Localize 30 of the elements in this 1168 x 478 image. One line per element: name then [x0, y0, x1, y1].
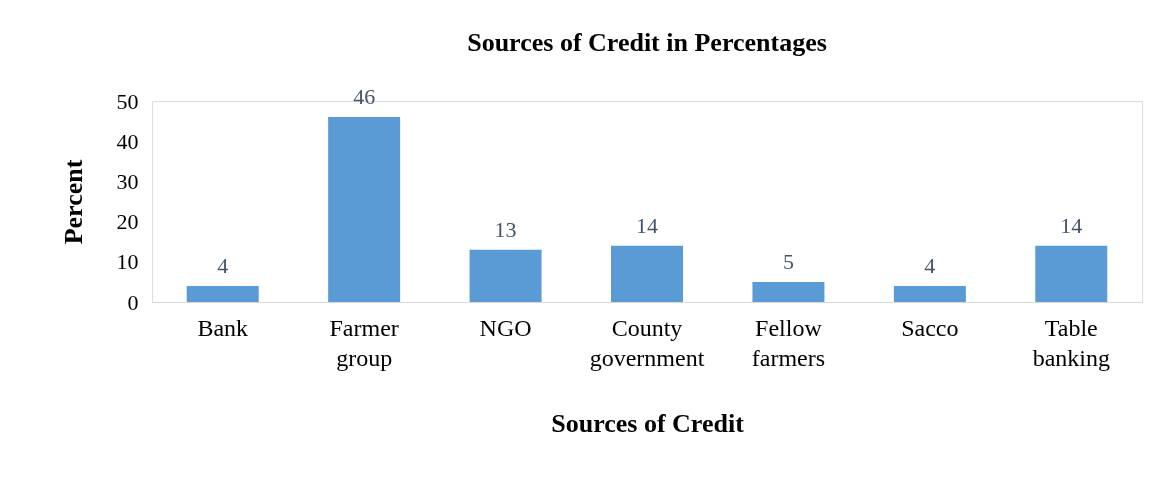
y-tick-label: 20	[116, 209, 139, 235]
bar	[1035, 245, 1108, 302]
y-axis-title: Percent	[58, 159, 88, 245]
x-tick-label: County government	[589, 314, 705, 371]
bar	[893, 285, 966, 302]
y-tick-label: 40	[116, 128, 139, 154]
x-tick-label: Bank	[197, 314, 249, 341]
x-axis-title: Sources of Credit	[551, 408, 745, 438]
bar	[611, 245, 683, 302]
bar	[752, 281, 825, 302]
y-tick-label: 30	[116, 168, 139, 194]
chart-title: Sources of Credit in Percentages	[467, 28, 827, 58]
data-label: 4	[924, 252, 936, 278]
y-tick-label: 0	[127, 289, 139, 315]
data-label: 13	[494, 216, 517, 242]
bar	[469, 249, 542, 302]
data-label: 46	[353, 84, 376, 110]
x-tick-label: Fellow farmers	[751, 314, 826, 371]
x-tick-label: NGO	[479, 314, 532, 341]
data-label: 5	[782, 248, 794, 274]
x-tick-label: Sacco	[901, 314, 959, 341]
y-tick-label: 50	[116, 88, 139, 114]
x-tick-label: Farmer group	[329, 314, 399, 371]
data-label: 14	[636, 212, 658, 238]
data-label: 14	[1060, 212, 1083, 238]
y-tick-label: 10	[116, 249, 139, 275]
bar	[328, 117, 401, 302]
bar	[186, 285, 259, 302]
data-label: 4	[217, 252, 229, 278]
x-tick-label: Table banking	[1032, 314, 1110, 371]
